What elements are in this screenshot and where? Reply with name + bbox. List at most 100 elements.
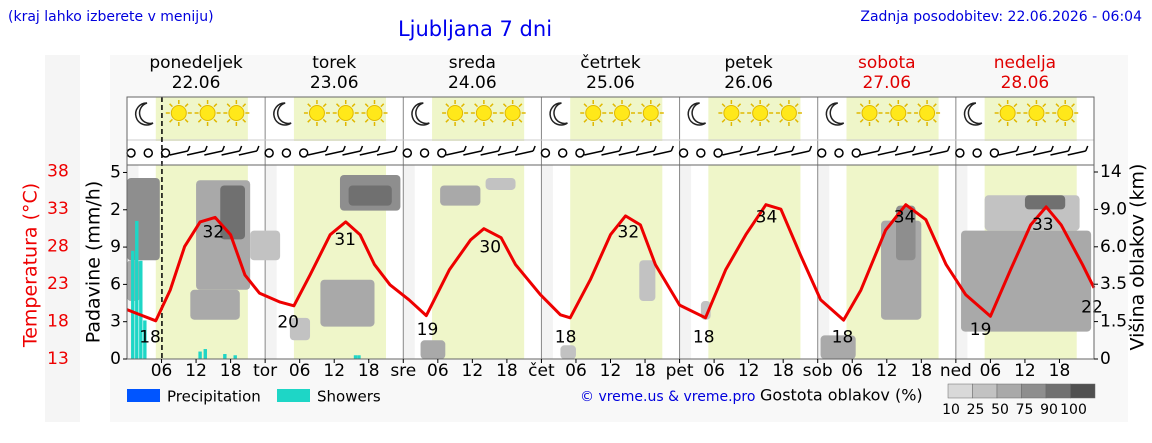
wind-barb	[791, 150, 810, 156]
sun-icon	[337, 105, 354, 121]
calm-wind	[143, 148, 154, 158]
wind-barb-tick	[774, 145, 778, 152]
temperature-label: 18	[693, 328, 715, 348]
x-tick-label: 06	[980, 361, 1002, 381]
sun-ray	[1071, 118, 1075, 123]
wind-barb	[618, 150, 637, 156]
day-name: sobota	[858, 53, 916, 73]
cloud-legend-label: 10	[942, 402, 960, 418]
sun-ray	[1042, 118, 1047, 123]
wind-barb-tick	[1067, 145, 1072, 152]
sun-ray	[794, 118, 799, 123]
cloud-height-tick-label: 6.0	[1100, 237, 1127, 257]
moon-icon	[687, 102, 707, 126]
sun-ray	[474, 103, 479, 108]
temperature-label: 22	[1081, 298, 1103, 318]
precip-bar	[353, 355, 358, 359]
precip-tick-label: 2	[110, 200, 121, 220]
precip-tick-label: 3	[110, 312, 121, 332]
calm-wind	[989, 148, 1000, 158]
sun-ray	[599, 118, 603, 123]
wind-barb-tick	[187, 145, 191, 152]
x-tick-label: sre	[390, 361, 416, 381]
wind-barb-tick	[221, 145, 226, 152]
sun-ray	[627, 118, 632, 123]
temperature-label: 34	[894, 208, 916, 228]
cloud-height-tick-label: 1.5	[1100, 312, 1127, 332]
x-tick-label: 18	[1049, 361, 1071, 381]
sun-ray	[794, 103, 799, 108]
sun-icon	[366, 105, 383, 121]
x-tick-label: 12	[738, 361, 760, 381]
sun-icon	[199, 105, 216, 121]
calm-wind	[816, 148, 827, 158]
sun-ray	[917, 103, 922, 108]
cloud-block	[639, 260, 656, 302]
wind-barb-tick	[929, 145, 934, 152]
sun-ray	[518, 103, 523, 108]
day-name: petek	[725, 53, 773, 73]
sun-ray	[599, 103, 603, 108]
sun-ray	[1026, 118, 1031, 123]
wind-barb-tick	[912, 145, 916, 152]
calm-wind	[575, 148, 585, 158]
sun-ray	[169, 103, 173, 108]
calm-wind	[678, 148, 689, 158]
wind-barb	[877, 150, 896, 156]
x-tick-label: 12	[1014, 361, 1036, 381]
sun-ray	[518, 118, 523, 123]
day-date: 23.06	[310, 73, 359, 93]
sun-ray	[184, 118, 189, 123]
night-band	[541, 165, 553, 359]
temperature-label: 19	[417, 320, 439, 340]
sun-ray	[627, 103, 632, 108]
sun-ray	[380, 118, 385, 123]
wind-barb	[653, 150, 672, 156]
temperature-label: 31	[334, 230, 356, 250]
x-tick-label: 12	[600, 361, 622, 381]
wind-barb	[1033, 150, 1052, 156]
sun-ray	[875, 103, 880, 108]
temperature-label: 18	[555, 328, 577, 348]
wind-barb	[445, 150, 465, 156]
wind-barb-tick	[946, 145, 951, 152]
night-band	[403, 165, 415, 359]
x-tick-label: 18	[358, 361, 380, 381]
sun-ray	[779, 118, 784, 123]
x-tick-label: 06	[427, 361, 449, 381]
cloud-block	[348, 185, 392, 206]
cloud-block	[485, 177, 516, 190]
update-time: Zadnja posodobitev: 22.06.2026 - 06:04	[860, 9, 1142, 25]
sun-ray	[656, 118, 661, 123]
sun-ray	[502, 103, 507, 108]
legend-swatch	[277, 389, 310, 402]
calm-wind	[955, 148, 965, 158]
cloud-height-tick-label: 0	[1100, 349, 1111, 369]
sun-icon	[475, 105, 492, 121]
copyright: © vreme.us & vreme.pro	[580, 389, 755, 405]
wind-barb	[221, 150, 240, 156]
wind-barb	[204, 150, 223, 156]
cloud-block	[250, 230, 281, 261]
precip-tick-label: 0	[110, 349, 121, 369]
sun-ray	[583, 118, 588, 123]
x-tick-label: čet	[528, 361, 555, 381]
sun-icon	[1057, 105, 1074, 121]
sun-ray	[583, 103, 588, 108]
calm-wind	[402, 148, 413, 158]
wind-barb	[497, 150, 517, 156]
temperature-tick-label: 28	[47, 237, 69, 257]
wind-barb	[342, 150, 361, 156]
day-date: 26.06	[724, 73, 773, 93]
temperature-label: 18	[139, 328, 161, 348]
sun-ray	[242, 103, 247, 108]
wind-barb	[376, 150, 396, 156]
sun-ray	[932, 103, 937, 108]
sun-ray	[917, 118, 922, 123]
sun-ray	[1042, 103, 1047, 108]
calm-wind	[281, 148, 292, 158]
precip-bar	[223, 354, 227, 359]
sun-ray	[502, 118, 507, 123]
